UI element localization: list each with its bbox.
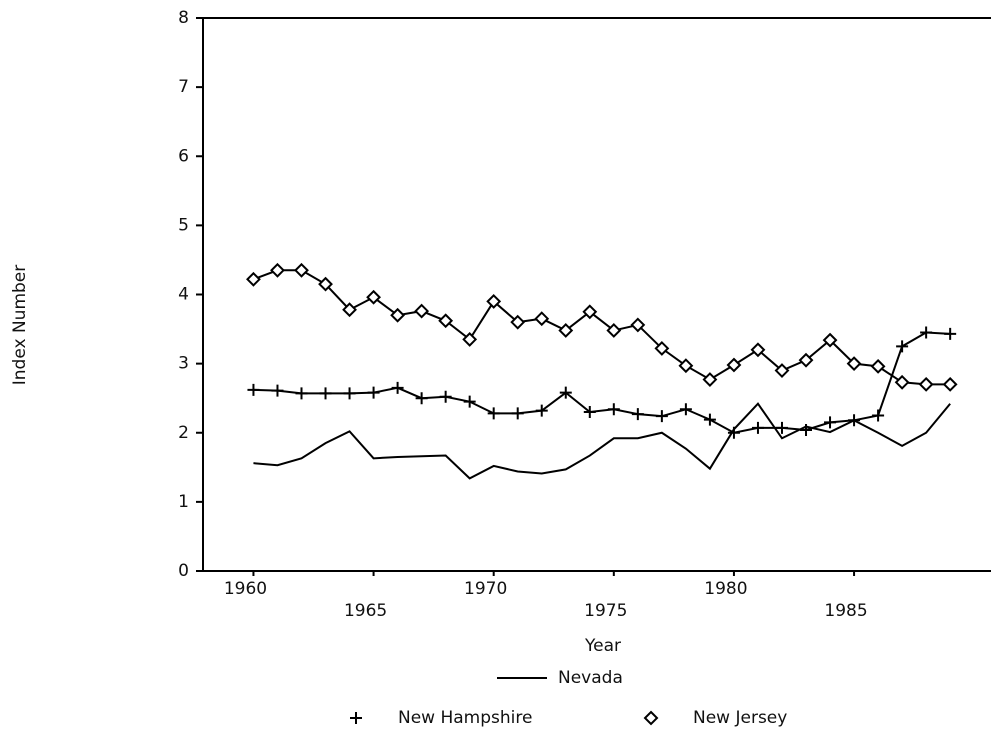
legend-swatch: [350, 712, 362, 724]
marker-plus: [367, 386, 380, 399]
marker-plus: [872, 409, 885, 422]
marker-plus: [775, 421, 788, 434]
marker-plus: [800, 423, 813, 436]
marker-diamond: [390, 307, 406, 323]
marker-diamond: [798, 352, 814, 368]
marker-plus: [343, 387, 356, 400]
y-tick-label: 7: [178, 77, 189, 97]
marker-plus: [920, 326, 933, 339]
legend-label: Nevada: [558, 668, 623, 688]
marker-plus: [896, 340, 909, 353]
marker-diamond: [750, 342, 766, 358]
marker-plus: [247, 383, 260, 396]
x-tick-label: 1960: [224, 579, 267, 599]
x-tick-label: 1975: [584, 601, 627, 621]
marker-plus: [487, 407, 500, 420]
marker-plus: [607, 403, 620, 416]
marker-plus: [415, 392, 428, 405]
marker-diamond: [246, 271, 261, 287]
marker-plus: [703, 413, 716, 426]
marker-diamond: [582, 304, 598, 320]
series-line: [253, 331, 951, 434]
marker-diamond: [942, 376, 958, 392]
marker-diamond: [774, 363, 790, 378]
marker-plus: [511, 407, 524, 420]
marker-diamond: [846, 356, 862, 372]
marker-diamond: [486, 293, 502, 309]
marker-diamond: [654, 341, 670, 356]
marker-diamond: [510, 314, 526, 330]
y-tick-label: 8: [178, 8, 189, 28]
y-tick-label: 4: [178, 285, 189, 305]
marker-diamond: [414, 303, 430, 319]
marker-diamond: [342, 302, 357, 318]
y-tick-label: 6: [178, 146, 189, 166]
marker-plus: [295, 387, 308, 400]
marker-diamond: [702, 372, 718, 387]
marker-plus: [439, 390, 452, 403]
marker-diamond: [318, 276, 333, 292]
marker-plus: [535, 404, 548, 417]
marker-plus: [271, 384, 284, 397]
x-tick-label: 1985: [824, 601, 867, 621]
y-tick-label: 0: [178, 561, 189, 581]
series-line: [253, 402, 951, 480]
marker-diamond: [870, 358, 886, 374]
marker-plus: [559, 386, 572, 399]
legend-label: New Jersey: [693, 708, 787, 728]
marker-diamond: [270, 262, 285, 278]
marker-plus: [848, 414, 861, 427]
plot-frame: [202, 17, 991, 572]
marker-diamond: [918, 376, 934, 392]
marker-plus: [391, 381, 404, 394]
x-tick-label: 1980: [704, 579, 747, 599]
marker-diamond: [294, 262, 309, 278]
marker-plus: [944, 327, 957, 340]
marker-plus: [655, 410, 668, 423]
x-tick-label: 1970: [464, 579, 507, 599]
legend-swatch: [643, 710, 659, 726]
marker-diamond: [366, 289, 381, 305]
marker-plus: [631, 408, 644, 421]
marker-plus: [727, 426, 740, 439]
series-line: [253, 269, 951, 386]
marker-diamond: [630, 317, 646, 333]
y-tick-label: 5: [178, 215, 189, 235]
marker-diamond: [462, 332, 478, 347]
marker-diamond: [678, 358, 694, 374]
marker-plus: [583, 406, 596, 419]
marker-plus: [679, 403, 692, 416]
marker-diamond: [822, 332, 838, 348]
marker-diamond: [438, 313, 454, 329]
legend-label: New Hampshire: [398, 708, 532, 728]
marker-diamond: [558, 323, 574, 338]
x-axis-label: Year: [584, 636, 621, 656]
x-tick-label: 1965: [344, 601, 387, 621]
marker-plus: [463, 395, 476, 408]
marker-plus: [824, 416, 837, 429]
y-tick-label: 3: [178, 354, 189, 374]
marker-plus: [319, 387, 332, 400]
marker-diamond: [606, 323, 622, 338]
y-axis-label: Index Number: [10, 265, 30, 386]
marker-plus: [751, 421, 764, 434]
marker-diamond: [534, 311, 550, 327]
y-tick-label: 2: [178, 423, 189, 443]
marker-diamond: [726, 357, 742, 373]
marker-diamond: [894, 374, 910, 390]
y-tick-label: 1: [178, 492, 189, 512]
